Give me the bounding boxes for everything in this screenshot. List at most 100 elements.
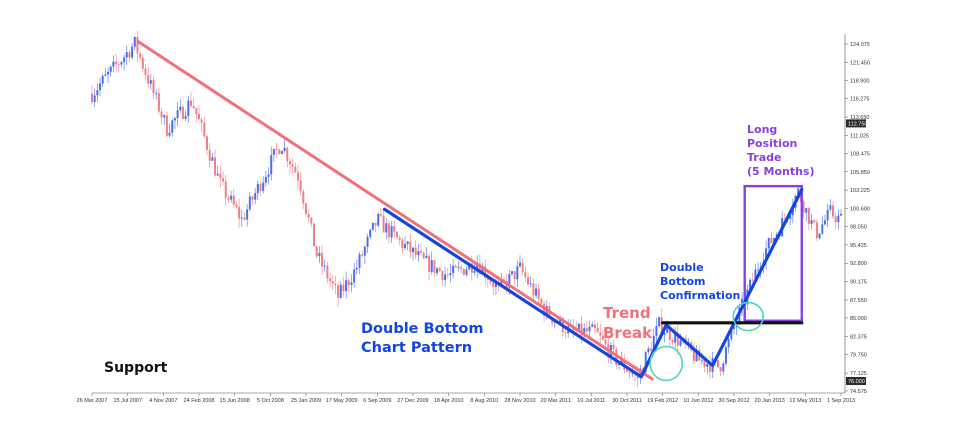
- candle: [96, 83, 99, 103]
- x-tick-label: 15 Jun 2008: [220, 398, 250, 404]
- candle: [115, 53, 118, 73]
- long-position-label-line2: Position: [747, 137, 797, 150]
- candle: [834, 212, 837, 230]
- x-tick-label: 17 May 2009: [326, 398, 358, 404]
- candle: [240, 209, 243, 227]
- y-tick-label: 95.425: [850, 243, 867, 249]
- candle: [420, 243, 423, 255]
- y-tick-label: 77.125: [850, 371, 867, 377]
- candle: [358, 251, 361, 275]
- candle: [393, 219, 396, 239]
- candle: [516, 260, 519, 288]
- long-position-label-line1: Long: [747, 123, 777, 136]
- candle: [259, 181, 262, 196]
- trend-break-circle: [649, 345, 684, 382]
- candle: [296, 165, 299, 190]
- candle: [227, 195, 230, 204]
- y-tick-label: 103.225: [850, 188, 870, 194]
- candle: [313, 223, 316, 247]
- candle: [246, 204, 249, 227]
- candle: [163, 114, 166, 125]
- candle: [280, 150, 283, 155]
- candle: [596, 321, 599, 333]
- y-tick-label: 85.000: [850, 316, 867, 322]
- candle: [109, 65, 112, 77]
- candle: [398, 235, 401, 245]
- candle: [374, 222, 377, 232]
- candle: [821, 215, 824, 235]
- candle: [444, 267, 447, 287]
- candle: [433, 259, 436, 278]
- candle: [532, 277, 535, 301]
- y-tick-label: 90.175: [850, 280, 867, 286]
- candle: [802, 199, 805, 219]
- candle: [425, 247, 428, 259]
- candle: [599, 323, 602, 344]
- candle: [120, 60, 123, 68]
- axis-layer: 26 Mar 2007 15 Jul 2007 4 Nov 2007 24 Feb 2…: [77, 34, 870, 404]
- candle: [765, 240, 768, 270]
- candle: [524, 265, 527, 282]
- confirmation-label-line2: Bottom: [660, 275, 705, 288]
- candle: [248, 192, 251, 212]
- candle: [91, 85, 93, 105]
- candle: [527, 272, 530, 287]
- candle: [272, 148, 275, 162]
- x-tick-label: 20 Jan 2013: [755, 398, 785, 404]
- candle: [395, 230, 398, 238]
- x-tick-label: 10 Jun 2012: [683, 398, 713, 404]
- candle: [230, 190, 233, 203]
- x-tick-label: 10 Jul 2011: [577, 398, 605, 404]
- candle: [379, 207, 382, 218]
- candle: [133, 36, 136, 51]
- candle: [315, 245, 318, 259]
- candle: [104, 68, 107, 77]
- candle: [390, 221, 393, 243]
- candle: [294, 162, 297, 173]
- candle: [647, 346, 650, 355]
- candle: [770, 231, 773, 244]
- candle: [593, 319, 596, 334]
- candle: [639, 364, 642, 384]
- candle: [457, 261, 460, 272]
- x-tick-label: 24 Feb 2008: [184, 398, 215, 404]
- long-position-label-line4: (5 Months): [747, 165, 815, 178]
- support-label: Support: [104, 360, 168, 376]
- candle: [604, 334, 607, 348]
- candle: [270, 146, 273, 181]
- candle: [369, 228, 372, 240]
- candle: [152, 75, 155, 100]
- candle: [107, 67, 110, 83]
- candle: [189, 92, 192, 109]
- y-tick-label: 105.850: [850, 170, 870, 176]
- svg-text:76.000: 76.000: [848, 379, 865, 385]
- candle: [387, 220, 390, 244]
- candle: [286, 146, 289, 168]
- candle: [224, 174, 227, 206]
- candle: [141, 54, 144, 73]
- price-tag: 112.750: [846, 119, 867, 128]
- candle: [307, 209, 310, 223]
- candle: [206, 134, 209, 156]
- candle: [214, 149, 217, 177]
- candle: [198, 105, 200, 120]
- y-tick-label: 82.375: [850, 334, 867, 340]
- y-tick-label: 116.275: [850, 97, 869, 103]
- candle: [465, 266, 468, 277]
- candle: [449, 264, 452, 283]
- y-tick-label: 118.900: [850, 78, 869, 84]
- candle: [125, 45, 128, 66]
- candle: [454, 264, 457, 268]
- candle: [117, 61, 120, 73]
- candle: [366, 233, 369, 254]
- y-tick-label: 111.025: [850, 133, 869, 139]
- candle: [840, 208, 842, 216]
- pattern-label-line1: Double Bottom: [361, 321, 484, 337]
- candle: [826, 203, 829, 227]
- candle: [671, 337, 674, 347]
- candle: [264, 170, 267, 187]
- candle: [321, 245, 324, 276]
- candle: [406, 241, 409, 251]
- candle: [818, 233, 821, 240]
